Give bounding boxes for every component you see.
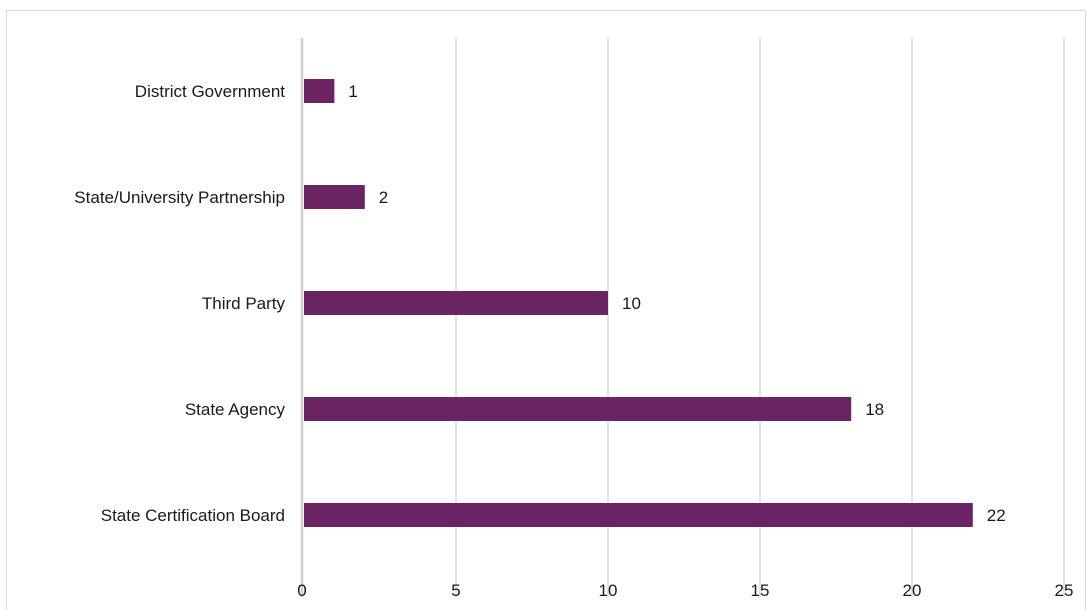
- bars: [304, 79, 973, 527]
- category-label: Third Party: [202, 294, 286, 313]
- data-label: 1: [348, 82, 357, 101]
- category-label: State/University Partnership: [74, 188, 285, 207]
- category-label: State Agency: [185, 400, 286, 419]
- category-label: District Government: [135, 82, 285, 101]
- bar: [304, 503, 973, 527]
- x-tick-label: 20: [903, 581, 922, 600]
- bar: [304, 185, 365, 209]
- data-label: 18: [865, 400, 884, 419]
- x-tick-label: 0: [297, 581, 306, 600]
- value-labels: 1 2 10 18 22: [348, 82, 1005, 525]
- category-label: State Certification Board: [101, 506, 285, 525]
- category-labels: District Government State/University Part…: [74, 82, 285, 525]
- x-tick-label: 25: [1055, 581, 1074, 600]
- data-label: 10: [622, 294, 641, 313]
- x-tick-label: 5: [451, 581, 460, 600]
- data-label: 2: [379, 188, 388, 207]
- x-tick-label: 15: [751, 581, 770, 600]
- x-tick-labels: 0 5 10 15 20 25: [297, 581, 1073, 600]
- x-tick-label: 10: [599, 581, 618, 600]
- bar: [304, 397, 852, 421]
- bar: [304, 291, 608, 315]
- data-label: 22: [987, 506, 1006, 525]
- bar: [304, 79, 335, 103]
